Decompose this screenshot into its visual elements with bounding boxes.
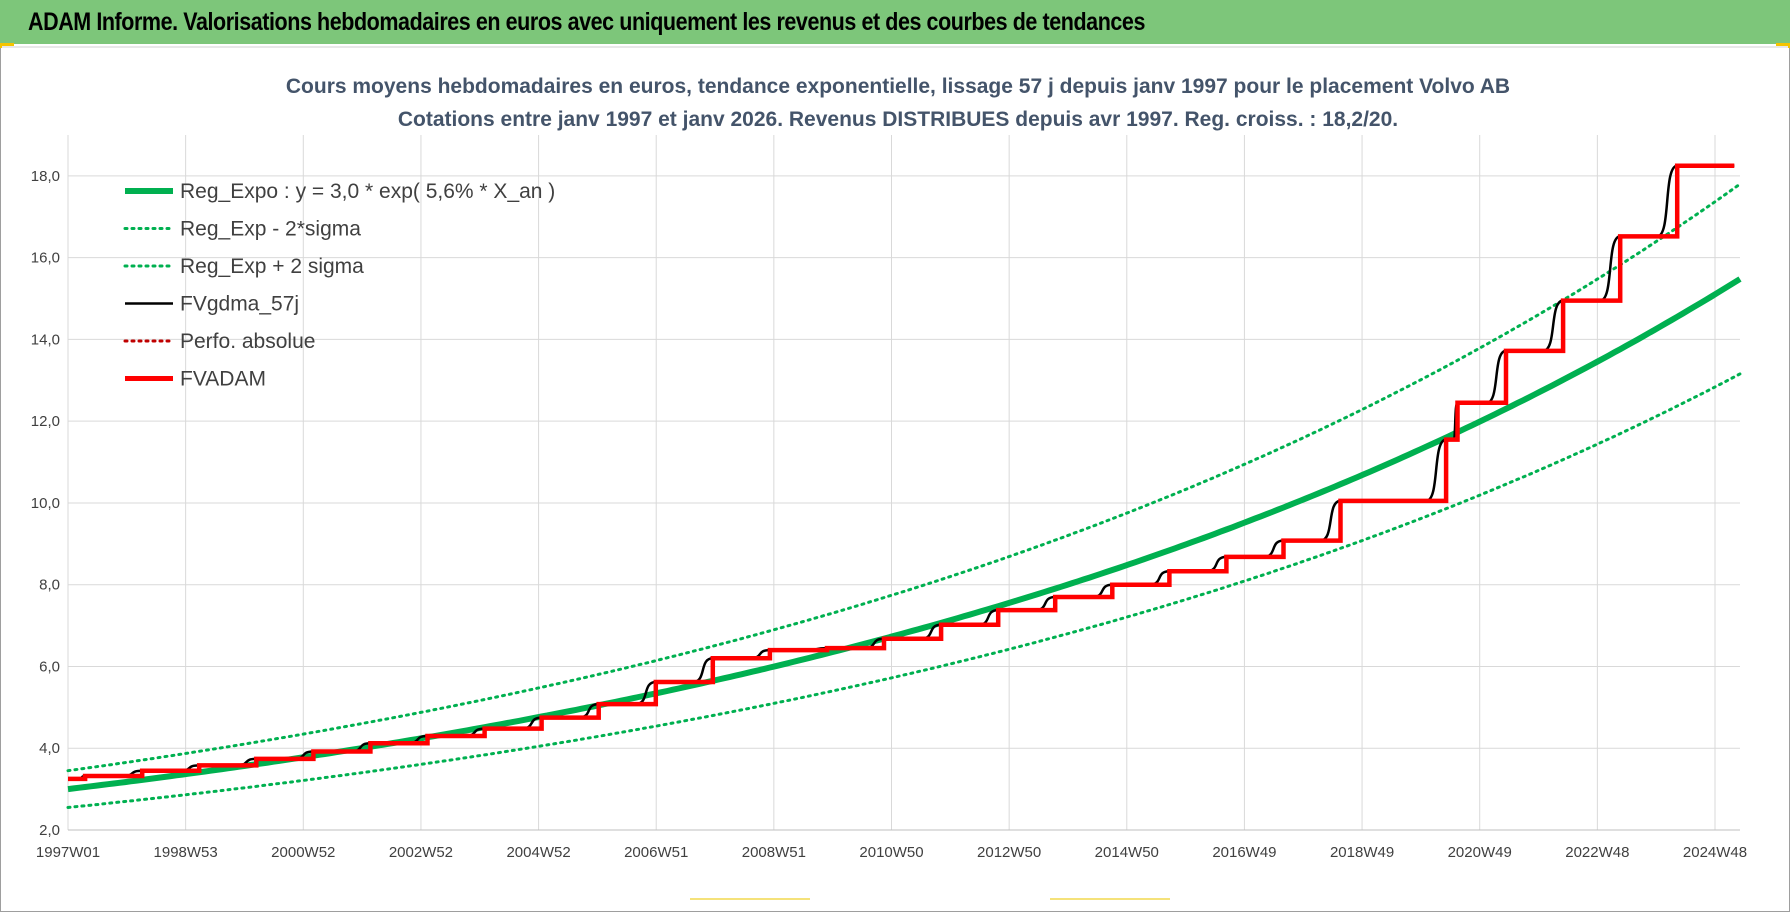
corner-marker bbox=[1776, 43, 1790, 48]
legend-label: FVADAM bbox=[180, 368, 266, 391]
y-tick-label: 10,0 bbox=[31, 495, 60, 512]
x-tick-label: 2012W50 bbox=[977, 844, 1041, 861]
x-tick-label: 1998W53 bbox=[154, 844, 218, 861]
y-tick-label: 6,0 bbox=[39, 658, 60, 675]
chart-title-line-2: Cotations entre janv 1997 et janv 2026. … bbox=[398, 108, 1398, 131]
x-tick-label: 2024W48 bbox=[1683, 844, 1747, 861]
x-tick-label: 2004W52 bbox=[506, 844, 570, 861]
legend-label: Reg_Exp - 2*sigma bbox=[180, 218, 361, 241]
x-tick-label: 2020W49 bbox=[1448, 844, 1512, 861]
legend-label: FVgdma_57j bbox=[180, 293, 299, 316]
x-tick-label: 2002W52 bbox=[389, 844, 453, 861]
x-tick-label: 1997W01 bbox=[36, 844, 100, 861]
y-tick-label: 16,0 bbox=[31, 250, 60, 267]
reg-minus-2sigma-line bbox=[66, 372, 1742, 809]
y-tick-label: 4,0 bbox=[39, 740, 60, 757]
x-tick-label: 2018W49 bbox=[1330, 844, 1394, 861]
x-tick-label: 2000W52 bbox=[271, 844, 335, 861]
y-tick-label: 8,0 bbox=[39, 577, 60, 594]
corner-marker bbox=[0, 43, 14, 48]
legend-label: Perfo. absolue bbox=[180, 330, 315, 353]
chart-series bbox=[66, 163, 1742, 809]
report-title: ADAM Informe. Valorisations hebdomadaire… bbox=[28, 7, 1145, 36]
bottom-accent bbox=[690, 898, 810, 900]
chart-legend: Reg_Expo : y = 3,0 * exp( 5,6% * X_an ) R… bbox=[123, 180, 555, 391]
bottom-accent bbox=[1050, 898, 1170, 900]
y-tick-label: 18,0 bbox=[31, 168, 60, 185]
y-tick-label: 14,0 bbox=[31, 331, 60, 348]
legend-label: Reg_Expo : y = 3,0 * exp( 5,6% * X_an ) bbox=[180, 180, 555, 203]
x-tick-label: 2008W51 bbox=[742, 844, 806, 861]
x-tick-label: 2014W50 bbox=[1095, 844, 1159, 861]
fvadam-line bbox=[68, 163, 1735, 782]
chart-title-line-1: Cours moyens hebdomadaires en euros, ten… bbox=[286, 75, 1510, 98]
x-tick-label: 2006W51 bbox=[624, 844, 688, 861]
legend-label: Reg_Exp + 2 sigma bbox=[180, 255, 364, 278]
reg-expo-line bbox=[67, 276, 1742, 793]
x-tick-label: 2022W48 bbox=[1565, 844, 1629, 861]
header-divider bbox=[2, 46, 1788, 48]
y-tick-label: 12,0 bbox=[31, 413, 60, 430]
y-tick-label: 2,0 bbox=[39, 822, 60, 839]
report-header: ADAM Informe. Valorisations hebdomadaire… bbox=[0, 0, 1790, 44]
reg-plus-2sigma-line bbox=[66, 182, 1742, 773]
x-tick-label: 2016W49 bbox=[1212, 844, 1276, 861]
chart-axes: 2,0 4,0 6,0 8,0 10,0 12,0 14,0 16,0 18,0 1997W01 1… bbox=[31, 168, 1747, 861]
x-tick-label: 2010W50 bbox=[859, 844, 923, 861]
